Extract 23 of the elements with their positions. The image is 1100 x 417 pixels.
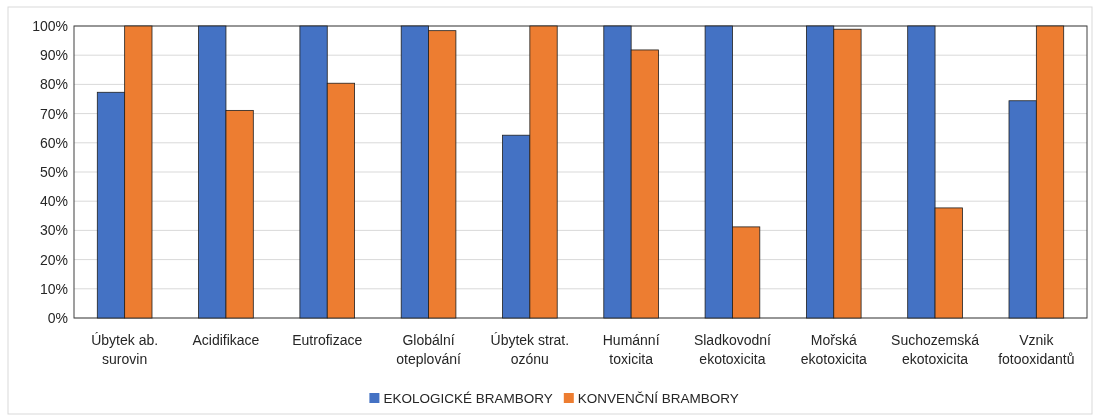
- y-tick-label: 20%: [39, 251, 68, 268]
- y-tick-label: 0%: [47, 309, 68, 326]
- y-tick-label: 100%: [32, 17, 68, 34]
- y-tick-label: 50%: [39, 163, 68, 180]
- x-tick-label: Globální oteplování: [396, 332, 461, 367]
- x-tick-label: Úbytek ab. surovin: [91, 332, 159, 367]
- y-tick-label: 80%: [39, 76, 68, 93]
- x-tick-label: Úbytek strat. ozónu: [490, 332, 570, 367]
- y-tick-label: 10%: [39, 280, 68, 297]
- legend-label: EKOLOGICKÉ BRAMBORY: [383, 390, 553, 406]
- y-tick-label: 90%: [39, 47, 68, 64]
- x-tick-label: Mořská ekotoxicita: [800, 332, 868, 367]
- y-tick-label: 40%: [39, 193, 68, 210]
- x-tick-label: Acidifikace: [192, 332, 260, 348]
- x-tick-label: Sladkovodní ekotoxicita: [693, 332, 772, 367]
- y-tick-label: 70%: [39, 105, 68, 122]
- legend-label: KONVENČNÍ BRAMBORY: [577, 390, 739, 406]
- x-tick-label: Eutrofizace: [292, 332, 363, 348]
- y-tick-label: 30%: [39, 222, 68, 239]
- x-tick-label: Suchozemská ekotoxicita: [891, 332, 980, 367]
- y-tick-label: 60%: [39, 134, 68, 151]
- x-tick-label: Vznik fotooxidantů: [998, 332, 1075, 367]
- x-tick-label: Humánní toxicita: [602, 332, 660, 367]
